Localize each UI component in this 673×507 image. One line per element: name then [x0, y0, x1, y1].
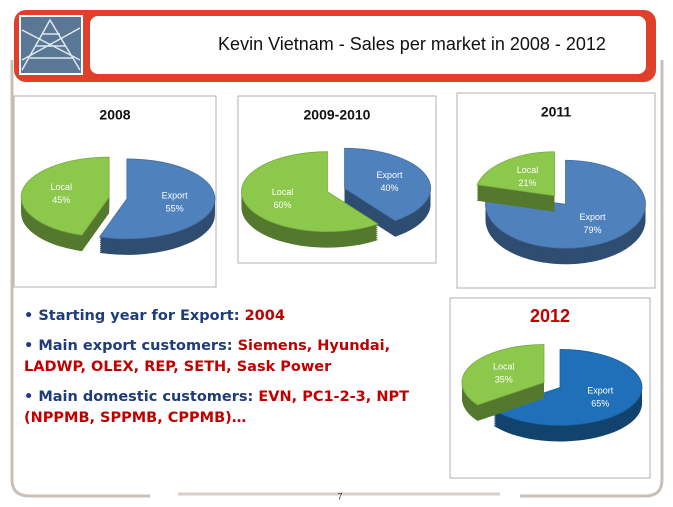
slice-category: Local [493, 361, 515, 371]
bullet-label: Main export customers: [38, 338, 233, 354]
frame [10, 60, 664, 498]
slide-title: Kevin Vietnam - Sales per market in 2008… [218, 34, 606, 54]
slice [98, 158, 216, 240]
banner-inner [90, 16, 646, 74]
slice-category: Export [162, 191, 189, 201]
bullet-label: Main domestic customers: [38, 389, 254, 405]
chart-title: 2011 [541, 104, 572, 120]
slice-value-label: 35% [495, 374, 513, 384]
slice-category: Local [51, 182, 73, 192]
slice-value-label: 60% [273, 200, 291, 210]
slice-value-label: 79% [583, 225, 601, 235]
bullets: Starting year for Export: 2004 Main expor… [24, 306, 434, 438]
slice-category: Local [517, 165, 539, 175]
slice [492, 349, 643, 426]
slice [485, 159, 646, 249]
bullet-label: Starting year for Export: [38, 308, 240, 324]
slice-category: Local [272, 187, 294, 197]
slice [344, 147, 431, 222]
slice [476, 151, 555, 197]
page-number: 7 [337, 491, 342, 501]
slice [20, 156, 110, 236]
slice-value-label: 45% [52, 195, 70, 205]
slice-category: Export [377, 170, 404, 180]
slice-value-label: 40% [381, 183, 399, 193]
bullet: Starting year for Export: 2004 [24, 306, 434, 327]
bullet-value: 2004 [244, 308, 285, 324]
slice-category: Export [579, 212, 606, 222]
bullet-value: EVN, PC1-2-3, NPT (NPPMB, SPPMB, CPPMB)… [24, 389, 409, 426]
chart-title: 2009-2010 [304, 107, 371, 123]
chart-title: 2008 [99, 107, 130, 123]
slice [461, 344, 545, 406]
chart-title: 2012 [530, 306, 570, 326]
slice-value-label: 65% [591, 398, 609, 408]
bullet: Main export customers: Siemens, Hyundai,… [24, 336, 434, 378]
slice-value-label: 55% [166, 204, 184, 214]
slice [241, 151, 379, 233]
bullet: Main domestic customers: EVN, PC1-2-3, N… [24, 387, 434, 429]
slice-category: Export [587, 385, 614, 395]
bullet-value: Siemens, Hyundai, LADWP, OLEX, REP, SETH… [24, 338, 391, 375]
logo-lines [21, 18, 81, 71]
slice-value-label: 21% [519, 178, 537, 188]
